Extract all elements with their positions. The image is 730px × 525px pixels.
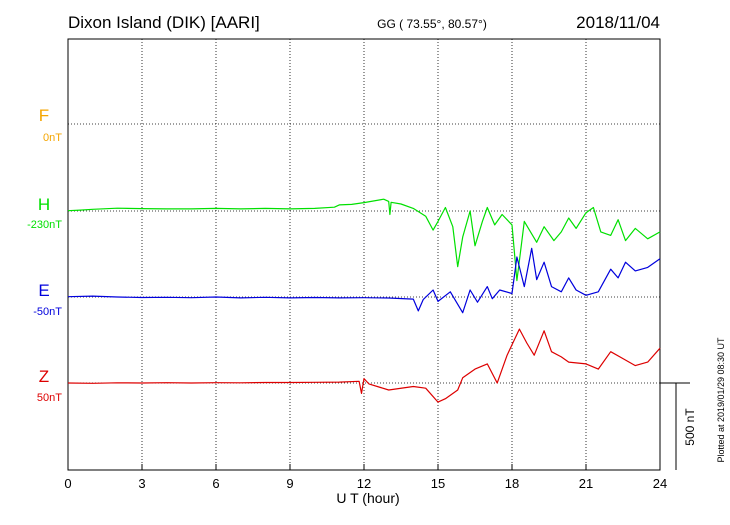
channel-baseline-h: -230nT xyxy=(27,219,62,231)
x-tick-label: 6 xyxy=(212,476,219,491)
channel-letter-z: Z xyxy=(39,367,49,386)
channel-labels: F 0nT H -230nT E -50nT Z 50nT xyxy=(27,106,62,404)
x-tick-label: 21 xyxy=(579,476,593,491)
x-tick-label: 9 xyxy=(286,476,293,491)
x-tick-label: 3 xyxy=(138,476,145,491)
x-axis-label: U T (hour) xyxy=(336,490,399,506)
plotted-timestamp: Plotted at 2019/01/29 08:30 UT xyxy=(716,337,726,463)
channel-baseline-e: -50nT xyxy=(33,306,62,318)
scale-bar: 500 nT xyxy=(660,382,697,470)
scale-bar-label: 500 nT xyxy=(683,408,697,446)
grid xyxy=(68,39,660,470)
channel-baseline-z: 50nT xyxy=(37,392,62,404)
channel-letter-e: E xyxy=(38,281,49,300)
x-axis: 0 3 6 9 12 15 18 21 24 xyxy=(64,464,667,491)
x-tick-label: 12 xyxy=(357,476,371,491)
channel-letter-h: H xyxy=(38,195,50,214)
channel-letter-f: F xyxy=(39,106,49,125)
channel-baseline-f: 0nT xyxy=(43,132,62,144)
station-coordinates: GG ( 73.55°, 80.57°) xyxy=(377,17,487,31)
trace-h xyxy=(67,198,661,282)
chart-date: 2018/11/04 xyxy=(576,13,660,32)
x-tick-label: 18 xyxy=(505,476,519,491)
chart-title: Dixon Island (DIK) [AARI] xyxy=(68,13,260,32)
traces xyxy=(67,198,661,403)
trace-e xyxy=(67,247,661,314)
x-tick-label: 24 xyxy=(653,476,667,491)
trace-z xyxy=(67,328,661,403)
x-tick-label: 15 xyxy=(431,476,445,491)
x-tick-label: 0 xyxy=(64,476,71,491)
